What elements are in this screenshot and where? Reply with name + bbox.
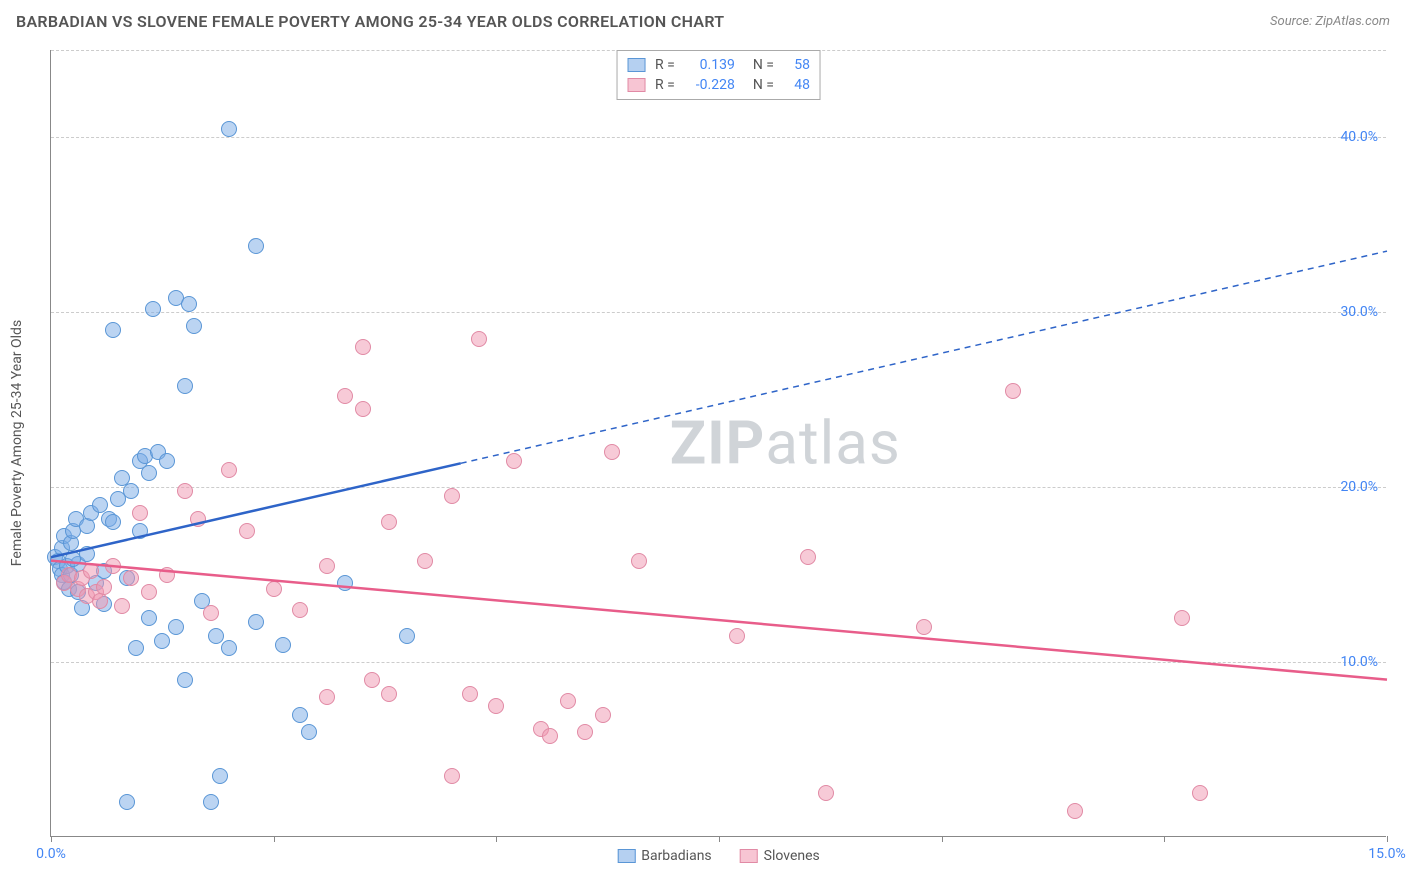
- legend-item: Barbadians: [617, 848, 711, 864]
- correlation-legend: R = 0.139 N = 58 R = -0.228 N = 48: [616, 50, 821, 100]
- legend-label: Slovenes: [764, 848, 820, 864]
- chart-title: BARBADIAN VS SLOVENE FEMALE POVERTY AMON…: [16, 12, 724, 31]
- x-tick-label: 0.0%: [36, 846, 66, 862]
- legend-swatch: [740, 849, 758, 863]
- chart-container: BARBADIAN VS SLOVENE FEMALE POVERTY AMON…: [0, 0, 1406, 892]
- source-label: Source: ZipAtlas.com: [1270, 14, 1390, 29]
- legend-swatch: [617, 849, 635, 863]
- plot-area: Female Poverty Among 25-34 Year Olds ZIP…: [50, 50, 1386, 837]
- legend-row: R = 0.139 N = 58: [627, 55, 810, 75]
- header: BARBADIAN VS SLOVENE FEMALE POVERTY AMON…: [16, 12, 1390, 31]
- legend-row: R = -0.228 N = 48: [627, 75, 810, 95]
- n-value: 48: [784, 77, 810, 93]
- trend-lines: [51, 50, 1387, 837]
- x-tick-label: 15.0%: [1368, 846, 1406, 862]
- legend-swatch: [627, 78, 645, 92]
- legend-swatch: [627, 58, 645, 72]
- legend-item: Slovenes: [740, 848, 820, 864]
- r-value: 0.139: [685, 57, 735, 73]
- n-label: N =: [753, 57, 774, 73]
- n-label: N =: [753, 77, 774, 93]
- r-value: -0.228: [685, 77, 735, 93]
- x-tick: [1387, 836, 1388, 842]
- y-axis-title: Female Poverty Among 25-34 Year Olds: [9, 320, 25, 566]
- r-label: R =: [655, 77, 675, 93]
- n-value: 58: [784, 57, 810, 73]
- series-legend: Barbadians Slovenes: [617, 848, 820, 864]
- r-label: R =: [655, 57, 675, 73]
- legend-label: Barbadians: [641, 848, 711, 864]
